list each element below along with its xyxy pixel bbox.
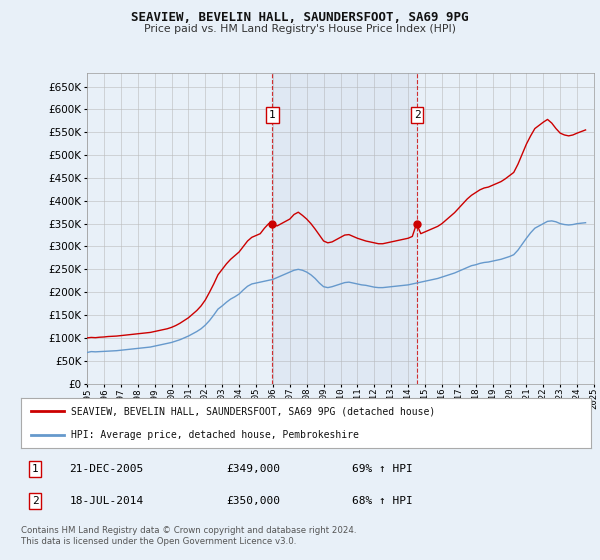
Text: £349,000: £349,000 [226,464,280,474]
Text: 68% ↑ HPI: 68% ↑ HPI [352,496,412,506]
Text: 18-JUL-2014: 18-JUL-2014 [70,496,144,506]
Text: 1: 1 [269,110,276,120]
Text: Contains HM Land Registry data © Crown copyright and database right 2024.
This d: Contains HM Land Registry data © Crown c… [21,526,356,546]
Text: 21-DEC-2005: 21-DEC-2005 [70,464,144,474]
Text: £350,000: £350,000 [226,496,280,506]
Text: 2: 2 [32,496,38,506]
Text: 1: 1 [32,464,38,474]
Text: 69% ↑ HPI: 69% ↑ HPI [352,464,412,474]
Text: SEAVIEW, BEVELIN HALL, SAUNDERSFOOT, SA69 9PG: SEAVIEW, BEVELIN HALL, SAUNDERSFOOT, SA6… [131,11,469,24]
Text: Price paid vs. HM Land Registry's House Price Index (HPI): Price paid vs. HM Land Registry's House … [144,24,456,34]
Bar [272,73,417,384]
Text: HPI: Average price, detached house, Pembrokeshire: HPI: Average price, detached house, Pemb… [71,431,359,440]
Text: 2: 2 [414,110,421,120]
Text: SEAVIEW, BEVELIN HALL, SAUNDERSFOOT, SA69 9PG (detached house): SEAVIEW, BEVELIN HALL, SAUNDERSFOOT, SA6… [71,406,436,416]
